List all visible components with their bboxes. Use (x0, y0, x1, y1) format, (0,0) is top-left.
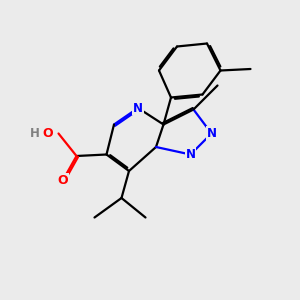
Text: N: N (185, 148, 196, 161)
Text: N: N (206, 127, 217, 140)
Text: N: N (133, 101, 143, 115)
Text: O: O (58, 173, 68, 187)
Text: H: H (30, 127, 39, 140)
Text: O: O (43, 127, 53, 140)
